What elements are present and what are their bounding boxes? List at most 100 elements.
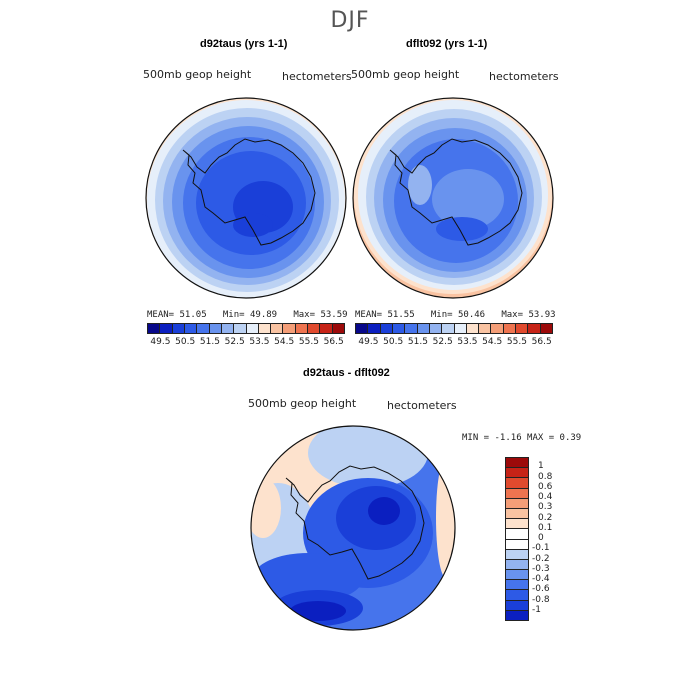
panel-2-colorbar-tick-label: 51.5	[407, 337, 428, 347]
panel-2-colorbar-tick-label: 53.5	[457, 337, 478, 347]
panel-1-polar-map	[145, 97, 347, 299]
panel-1-colorbar-swatch	[271, 324, 284, 333]
panel-1-colorbar-tick-label: 55.5	[298, 337, 319, 347]
panel-1-colorbar	[147, 323, 345, 334]
diff-colorbar-tick-label: -1	[532, 604, 541, 615]
panel-2-min-label: Min=	[430, 310, 453, 320]
panel-1-colorbar-swatch	[332, 324, 344, 333]
panel-1-colorbar-swatch	[160, 324, 173, 333]
diff-colorbar-tick-label: 1	[538, 461, 544, 472]
panel-2-min: 50.46	[457, 310, 486, 320]
panel-2-colorbar-swatch	[491, 324, 504, 333]
diff-colorbar-swatch	[506, 539, 528, 550]
panel-1-max-label: Max=	[293, 310, 316, 320]
panel-2-mean-label: MEAN=	[355, 310, 383, 320]
panel-2-colorbar-swatch	[429, 324, 443, 333]
diff-colorbar-swatch	[506, 590, 528, 601]
panel-1-colorbar-tick-label: 51.5	[199, 337, 220, 347]
panel-1-mean-label: MEAN=	[147, 310, 175, 320]
panel-1-min: 49.89	[249, 310, 278, 320]
panel-2-colorbar-swatch	[528, 324, 541, 333]
panel-1-colorbar-swatch	[246, 324, 259, 333]
panel-1-colorbar-tick-label: 53.5	[249, 337, 270, 347]
panel-2-colorbar-swatch	[442, 324, 455, 333]
diff-colorbar-tick-label: 0.3	[538, 502, 553, 513]
panel-1-colorbar-tick-label: 49.5	[150, 337, 171, 347]
panel-2-colorbar-swatch	[454, 324, 467, 333]
diff-max-label: MAX =	[527, 433, 555, 443]
diff-colorbar-swatch	[506, 549, 528, 560]
panel-2-max-label: Max=	[501, 310, 524, 320]
diff-min-label: MIN =	[462, 433, 490, 443]
panel-1-colorbar-swatch	[197, 324, 210, 333]
diff-colorbar-swatch	[506, 580, 528, 591]
panel-1-colorbar-swatch	[221, 324, 235, 333]
panel-1-colorbar-swatch	[295, 324, 309, 333]
diff-colorbar-swatch	[506, 519, 528, 530]
panel-1-variable: 500mb geop height	[143, 68, 252, 81]
diff-colorbar-tick-label: 0.4	[538, 492, 553, 502]
panel-2-colorbar-tick-label: 52.5	[432, 337, 453, 347]
panel-1-colorbar-swatch	[258, 324, 272, 333]
panel-1-colorbar-swatch	[283, 324, 296, 333]
diff-colorbar-tick-label: -0.6	[532, 584, 550, 595]
panel-2-mean: 51.55	[387, 310, 415, 320]
panel-2-colorbar-tick-label: 55.5	[506, 337, 527, 347]
panel-1-colorbar-tick-label: 52.5	[224, 337, 245, 347]
panel-1-max: 53.59	[320, 310, 348, 320]
panel-1-colorbar-tick-label: 56.5	[323, 337, 344, 347]
panel-2-colorbar-swatch	[380, 324, 393, 333]
diff-colorbar-tick-label: -0.1	[532, 543, 550, 554]
panel-1-colorbar-swatch	[308, 324, 321, 333]
panel-2-colorbar-swatch	[405, 324, 418, 333]
diff-stats: MIN = -1.16 MAX = 0.39	[462, 433, 581, 443]
diff-colorbar-swatch	[506, 488, 528, 499]
panel-1-colorbar-swatch	[184, 324, 198, 333]
diff-colorbar-swatch	[506, 458, 528, 469]
panel-2-colorbar-swatch	[466, 324, 480, 333]
diff-colorbar-swatch	[506, 559, 528, 571]
panel-1-coastline	[182, 138, 316, 246]
diff-colorbar-swatch	[506, 610, 528, 620]
diff-colorbar-swatch	[506, 570, 528, 581]
panel-1-mean: 51.05	[179, 310, 207, 320]
panel-1-colorbar-tick-label: 54.5	[274, 337, 295, 347]
panel-1-colorbar-swatch	[234, 324, 247, 333]
diff-colorbar-tick-label: 0.1	[538, 522, 553, 533]
panel-2-colorbar	[355, 323, 553, 334]
panel-1-title: d92taus (yrs 1-1)	[200, 38, 288, 50]
panel-2-colorbar-swatch	[368, 324, 381, 333]
diff-coastline	[285, 465, 425, 580]
diff-colorbar-swatch	[506, 600, 528, 611]
diff-max: 0.39	[559, 433, 582, 443]
diff-colorbar-swatch	[506, 529, 528, 540]
panel-2-units: hectometers	[489, 70, 559, 83]
diff-colorbar-tick-label: 0.8	[538, 471, 553, 482]
panel-1-units: hectometers	[282, 70, 352, 83]
panel-1-colorbar-ticks: 49.5 50.5 51.5 52.5 53.5 54.5 55.5 56.5	[147, 337, 345, 349]
diff-units: hectometers	[387, 399, 457, 412]
diff-colorbar-tick-label: -0.8	[532, 594, 550, 605]
diff-colorbar-swatch	[506, 508, 528, 520]
panel-2-colorbar-swatch	[392, 324, 406, 333]
panel-1-colorbar-tick-label: 50.5	[175, 337, 196, 347]
panel-2-colorbar-tick-label: 56.5	[531, 337, 552, 347]
diff-title: d92taus - dflt092	[303, 367, 390, 379]
diff-colorbar-tick-label: 0	[538, 533, 544, 543]
panel-2-colorbar-tick-label: 54.5	[482, 337, 503, 347]
diff-colorbar-tick-label: -0.4	[532, 574, 550, 584]
panel-2-colorbar-swatch	[479, 324, 492, 333]
diff-colorbar-tick-label: 0.6	[538, 481, 553, 492]
panel-1-colorbar-swatch	[148, 324, 161, 333]
panel-2-polar-map	[352, 97, 554, 299]
panel-2-colorbar-swatch	[503, 324, 517, 333]
diff-colorbar-tick-label: -0.3	[532, 563, 550, 574]
panel-2-colorbar-swatch	[356, 324, 369, 333]
panel-2-colorbar-swatch	[540, 324, 552, 333]
diff-colorbar	[505, 457, 529, 621]
diff-colorbar-tick-label: 0.2	[538, 512, 553, 523]
panel-2-colorbar-tick-label: 49.5	[358, 337, 379, 347]
diff-colorbar-swatch	[506, 478, 528, 489]
diff-variable: 500mb geop height	[248, 397, 357, 410]
panel-2-title: dflt092 (yrs 1-1)	[406, 38, 488, 50]
